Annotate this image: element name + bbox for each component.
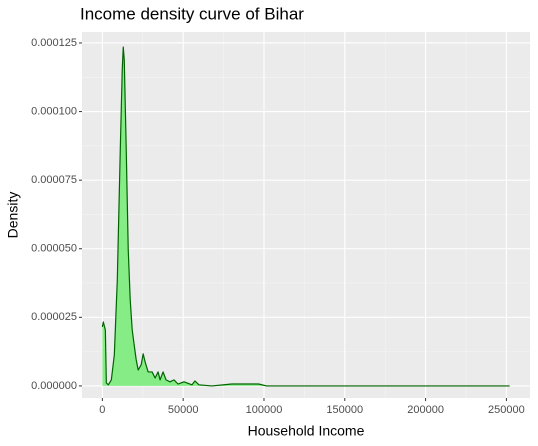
x-tick-label: 250000: [488, 404, 525, 416]
y-tick-label: 0.000100: [31, 105, 77, 117]
x-tick-label: 50000: [168, 404, 199, 416]
x-tick-label: 0: [99, 404, 105, 416]
x-tick-label: 200000: [407, 404, 444, 416]
y-tick-label: 0.000050: [31, 243, 77, 255]
x-tick-label: 100000: [246, 404, 283, 416]
panel: [82, 32, 530, 398]
density-line: [101, 46, 510, 387]
x-axis-label: Household Income: [248, 423, 365, 439]
marks: [101, 46, 510, 387]
y-tick-label: 0.000025: [31, 311, 77, 323]
chart-title: Income density curve of Bihar: [80, 4, 304, 23]
y-tick-label: 0.000125: [31, 37, 77, 49]
y-tick-label: 0.000075: [31, 174, 77, 186]
x-tick-label: 150000: [326, 404, 363, 416]
y-axis-label: Density: [5, 192, 21, 239]
y-tick-label: 0.000000: [31, 380, 77, 392]
